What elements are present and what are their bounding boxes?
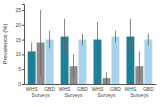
y-tick-label: 0: [18, 81, 21, 87]
plot: 0 5 10 15 20 25 WHSSurveysGBDWHSSurveysGBDWHSS…: [15, 5, 156, 99]
y-tick-label: 20: [15, 22, 21, 28]
series-label: GBD: [44, 86, 55, 92]
chart: 0 5 10 15 20 25 WHSSurveysGBDWHSSurveysGBDWHSS…: [0, 0, 160, 106]
y-tick: 10: [15, 51, 24, 57]
error-bar: [73, 54, 74, 78]
y-tick-mark: [22, 69, 24, 70]
y-tick-label: 10: [15, 51, 21, 57]
error-bar: [82, 34, 83, 46]
y-axis-title: Prevalence (%): [2, 23, 8, 64]
error-bar: [31, 43, 32, 61]
error-bar: [40, 10, 41, 75]
y-tick-mark: [22, 25, 24, 26]
error-bar: [148, 34, 149, 46]
x-axis-line: [25, 84, 157, 85]
y-tick: 20: [15, 22, 24, 28]
y-tick-mark: [22, 10, 24, 11]
marks: [28, 10, 153, 84]
y-axis: 0 5 10 15 20 25: [15, 5, 24, 88]
series-label: GBD: [77, 86, 88, 92]
y-tick-label: 15: [15, 37, 21, 43]
y-tick: 0: [18, 81, 24, 87]
error-bar: [139, 51, 140, 81]
y-tick: 5: [18, 66, 24, 72]
y-tick-mark: [22, 40, 24, 41]
series-label: Surveys: [130, 92, 149, 98]
y-tick-label: 5: [18, 66, 21, 72]
series-labels: WHSSurveysGBDWHSSurveysGBDWHSSurveysGBDW…: [26, 86, 154, 98]
y-axis-line: [22, 5, 25, 85]
series-label: Surveys: [32, 92, 51, 98]
series-label: GBD: [110, 86, 121, 92]
y-tick-mark: [22, 54, 24, 55]
bar: [79, 40, 87, 84]
bar: [111, 37, 119, 84]
series-label: Surveys: [65, 92, 84, 98]
y-tick-label: 25: [15, 7, 21, 13]
y-tick-mark: [22, 84, 24, 85]
error-bar: [97, 22, 98, 58]
x-axis: [25, 84, 157, 86]
series-label: GBD: [143, 86, 154, 92]
error-bar: [106, 72, 107, 84]
bar: [144, 40, 152, 84]
error-bar: [64, 19, 65, 55]
error-bar: [115, 31, 116, 43]
error-bar: [49, 31, 50, 49]
series-label: Surveys: [97, 92, 116, 98]
y-tick: 15: [15, 37, 24, 43]
y-tick: 25: [15, 7, 24, 13]
error-bar: [130, 19, 131, 55]
